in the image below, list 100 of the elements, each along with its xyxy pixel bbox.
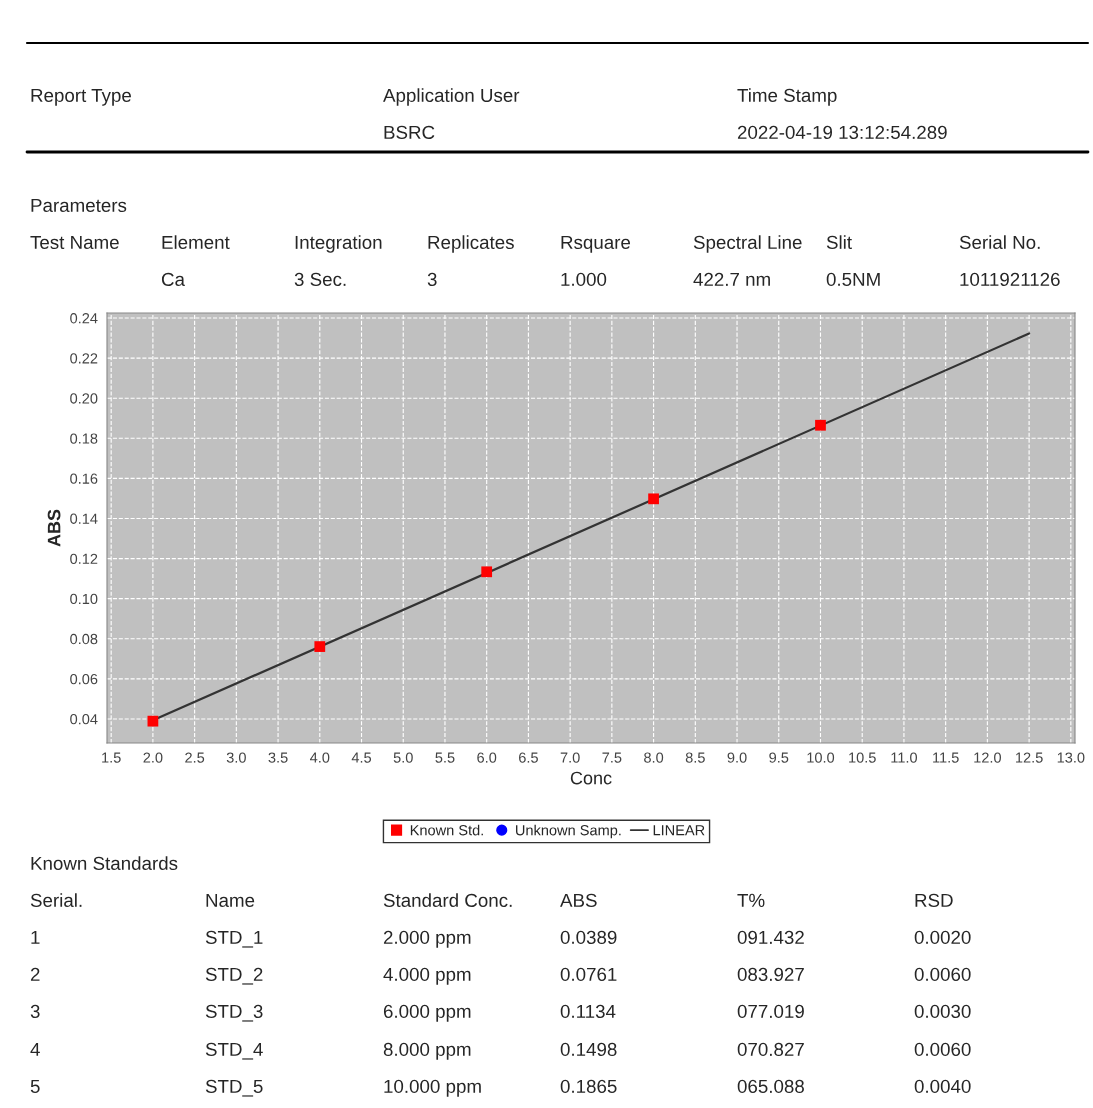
text: 2 [30,967,40,981]
text: Application User [383,88,520,106]
text: 077.019 [737,1004,804,1019]
x-tick-label: 9.0 [727,752,747,763]
x-tick-label: 3.5 [268,752,288,763]
legend-label: LINEAR [653,825,705,836]
text: STD_4 [205,1042,263,1060]
point [147,715,159,727]
x-tick-label: 7.0 [560,752,580,763]
x-tick-label: 7.5 [602,752,622,763]
x-tick-label: 1.5 [102,752,121,763]
legend-label: Known Std. [410,824,483,836]
point [314,641,326,652]
text: Slit [826,235,852,250]
text: 083.927 [737,967,804,982]
text: 5 [30,1079,40,1094]
text: 065.088 [737,1079,804,1094]
x-tick-label: 9.5 [769,752,789,763]
text: 3 Sec. [294,272,346,287]
text: 1.000 [561,272,607,287]
text: 0.1865 [560,1079,617,1094]
text: Name [206,893,255,908]
text: T% [737,893,765,907]
text: 0.0761 [560,967,617,982]
text: Spectral Line [693,235,802,253]
y-axis-title: ABS [47,509,61,547]
x-tick-label: 6.5 [519,752,538,763]
text: 0.0040 [914,1079,971,1094]
x-axis-title: Conc [570,771,612,785]
text: 1011921126 [960,272,1060,287]
y-tick-label: 0.18 [70,433,98,444]
x-tick-label: 10.5 [849,752,876,763]
text: RSD [915,893,953,908]
y-tick-label: 0.04 [70,714,98,725]
text: Parameters [31,198,127,213]
text: 6.000 ppm [383,1004,471,1022]
y-tick-label: 0.24 [70,313,98,324]
text: 8.000 ppm [383,1042,471,1060]
text: 10.000 ppm [384,1079,481,1097]
x-tick-label: 8.0 [644,752,664,763]
text: Replicates [428,235,514,253]
text: 0.0060 [914,1042,971,1057]
x-tick-label: 6.0 [477,752,497,763]
x-tick-label: 11.5 [933,752,959,763]
x-tick-label: 5.5 [435,752,455,763]
text: 3 [427,272,437,287]
text: 0.0020 [914,930,971,945]
y-tick-label: 0.14 [70,513,98,524]
x-tick-label: 2.5 [185,752,205,763]
text: 1 [31,930,40,944]
text: Time Stamp [737,88,837,106]
text: 0.5NM [826,272,880,287]
point [481,566,493,578]
point [648,493,659,505]
text: Test Name [30,235,119,250]
y-tick-label: 0.08 [70,633,98,645]
text: 2.000 ppm [383,930,471,948]
text: Known Standards [31,856,178,871]
y-tick-label: 0.06 [70,673,98,685]
y-tick-label: 0.22 [70,353,98,364]
y-tick-label: 0.12 [70,553,98,564]
x-tick-label: 10.0 [807,752,835,763]
y-tick-label: 0.10 [70,593,98,605]
text: 4 [30,1042,40,1056]
text: Element [162,235,230,250]
text: Integration [295,235,382,253]
point [815,419,826,431]
y-tick-label: 0.16 [70,473,98,484]
x-tick-label: 4.0 [309,752,330,763]
legend-label: Unknown Samp. [516,824,621,839]
text: BSRC [384,125,435,140]
x-tick-label: 3.0 [226,752,246,763]
x-tick-label: 4.5 [351,752,372,763]
text: 422.7 nm [693,272,770,286]
text: Ca [161,272,185,287]
text: Serial. [30,893,82,908]
text: STD_2 [205,967,263,985]
x-tick-label: 2.0 [143,752,163,763]
x-tick-label: 11.0 [891,752,918,763]
text: 2022-04-19 13:12:54.289 [737,125,947,140]
text: Serial No. [959,235,1040,250]
x-tick-label: 12.5 [1016,752,1043,763]
x-tick-label: 5.0 [393,752,413,763]
text: Standard Conc. [383,893,512,908]
text: 0.0030 [914,1004,971,1019]
text: STD_5 [205,1079,263,1097]
y-tick-label: 0.20 [70,393,98,404]
text: Report Type [31,88,131,106]
text: 0.0389 [560,930,617,945]
x-tick-label: 13.0 [1057,752,1085,763]
text: 0.0060 [914,967,971,982]
text: 0.1498 [560,1042,617,1057]
text: 4.000 ppm [383,967,471,985]
text: STD_1 [205,930,263,948]
text: 3 [30,1004,40,1019]
x-tick-label: 12.0 [974,752,1001,763]
x-tick-label: 8.5 [685,752,705,763]
text: Rsquare [561,235,631,253]
text: 0.1134 [560,1004,616,1019]
text: 091.432 [737,930,804,945]
